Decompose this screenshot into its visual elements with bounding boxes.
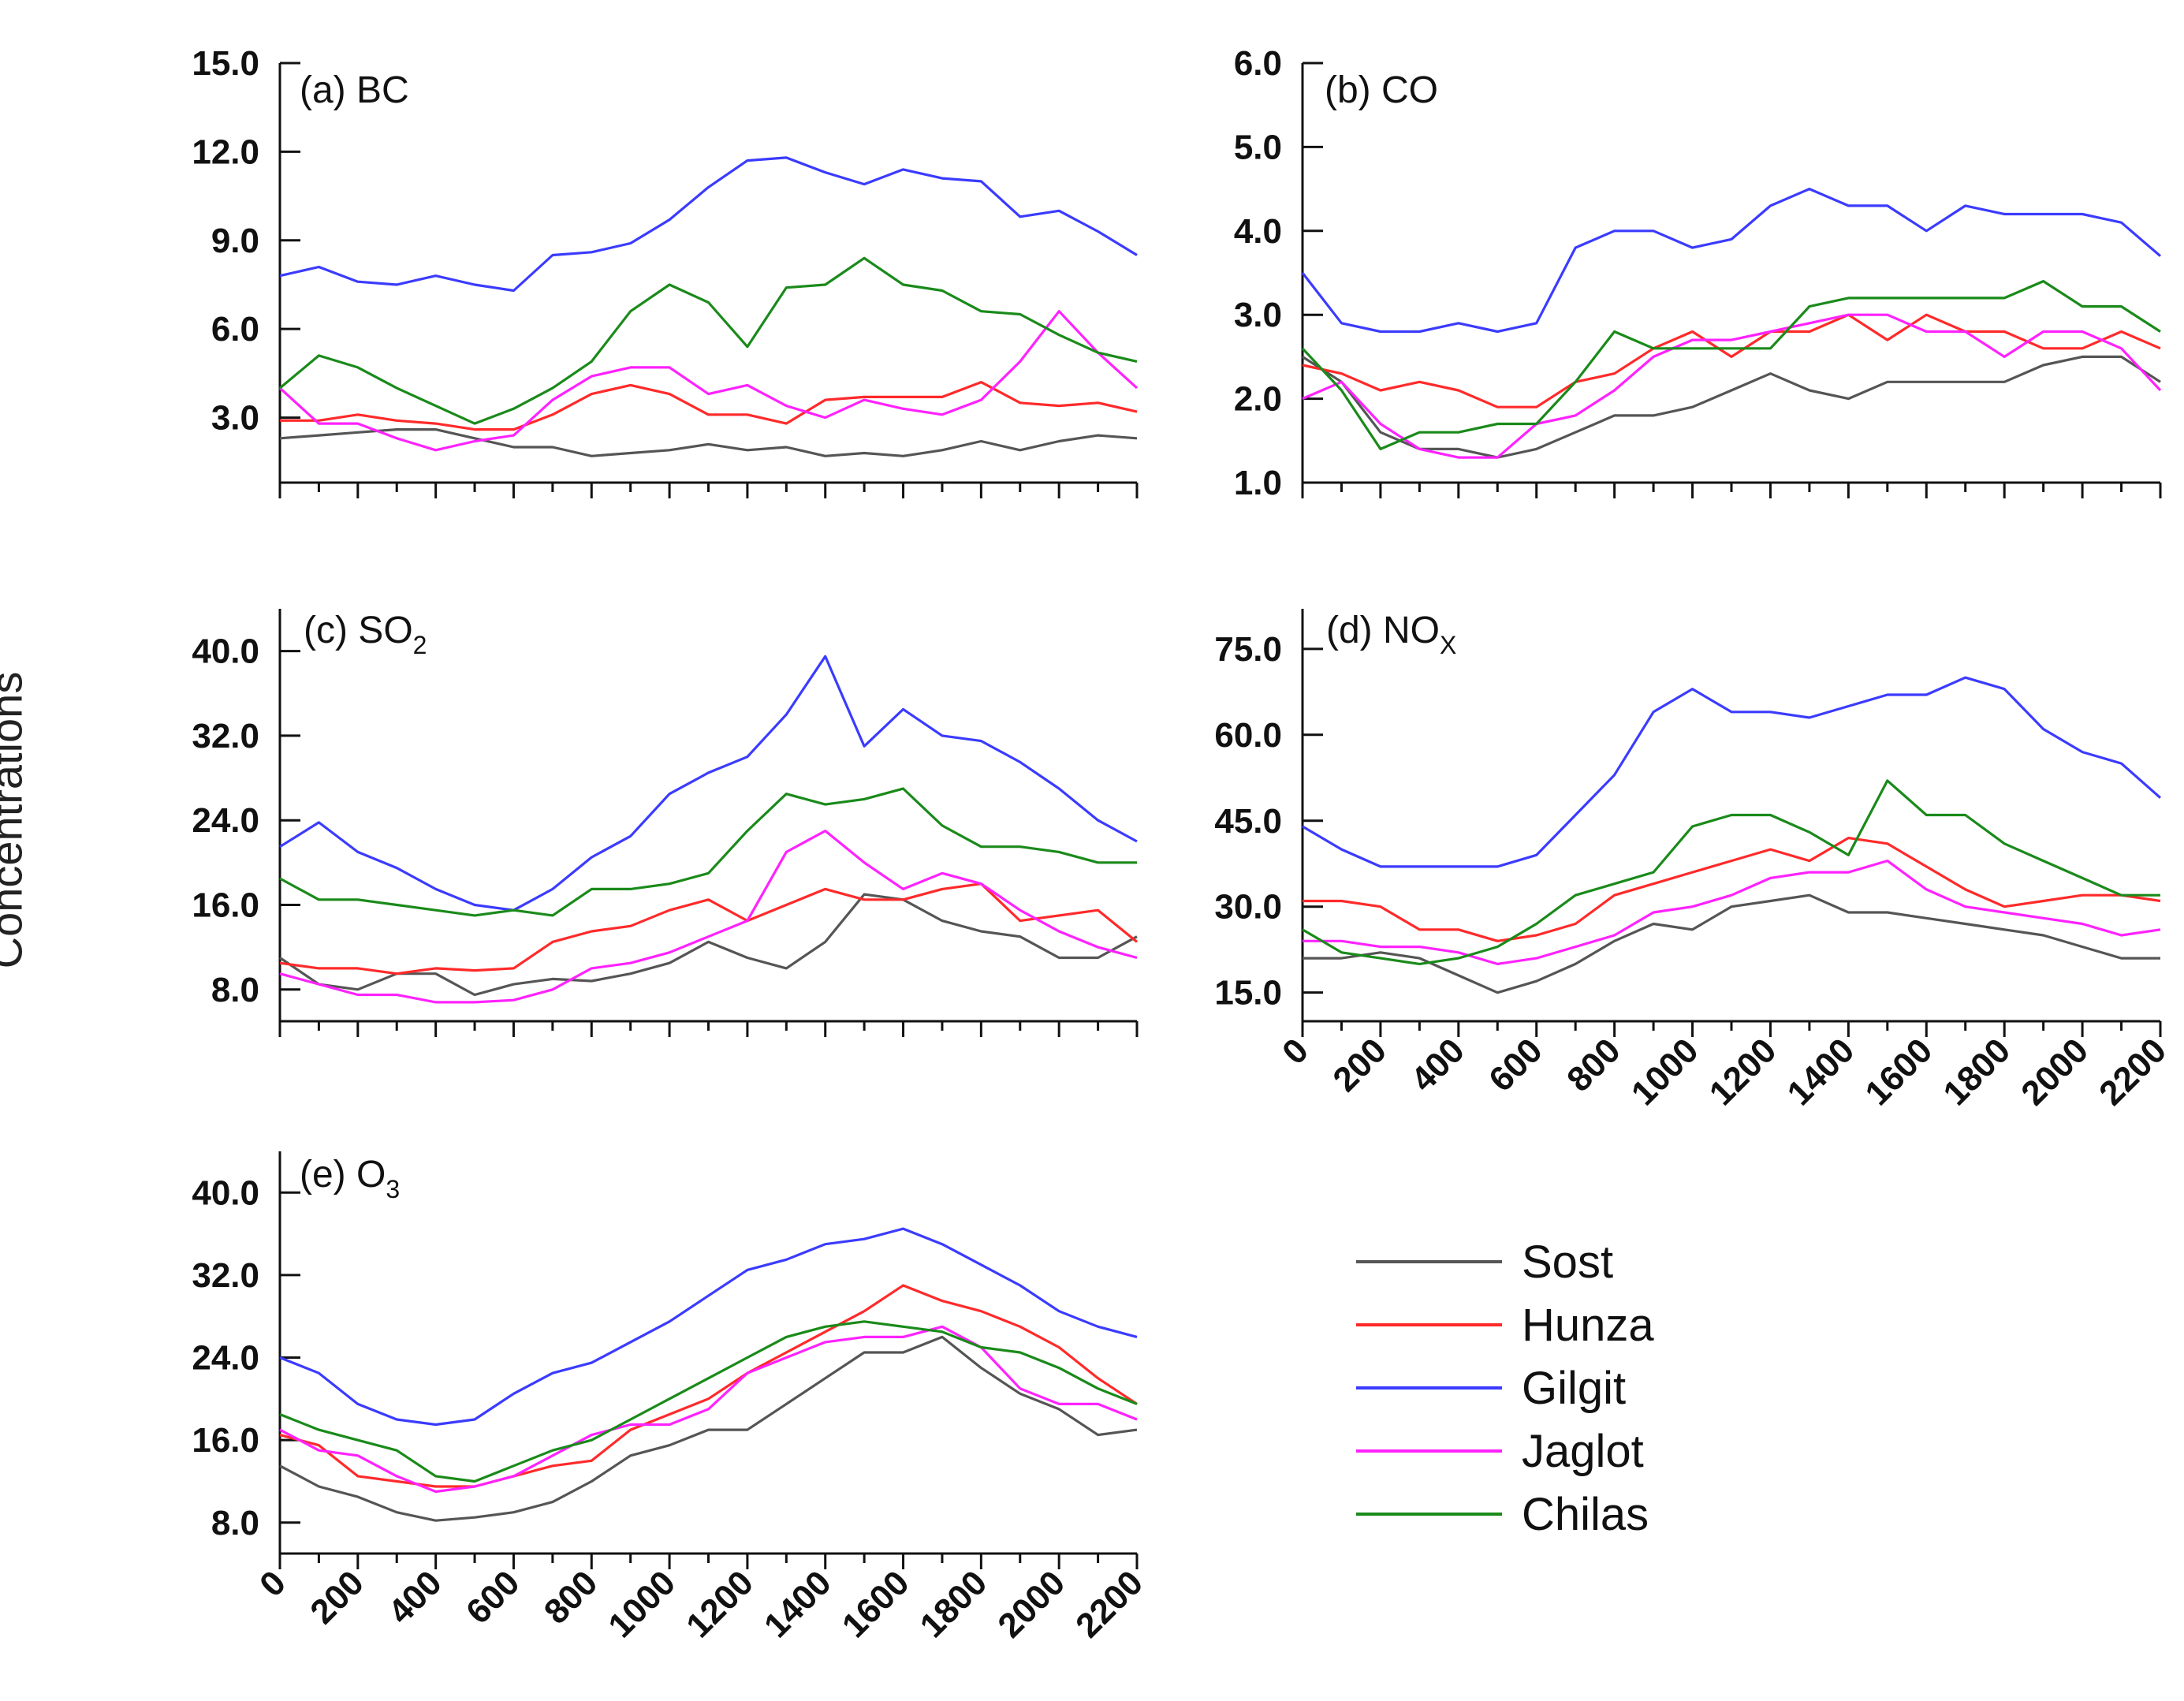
y-tick-label: 16.0 bbox=[192, 886, 259, 924]
y-tick-label: 24.0 bbox=[192, 1339, 259, 1378]
series-line-jaglot bbox=[278, 310, 1139, 452]
y-tick-label: 15.0 bbox=[1214, 974, 1282, 1013]
x-tick-label: 800 bbox=[537, 1563, 606, 1632]
x-tick-label: 0 bbox=[252, 1563, 293, 1604]
x-tick-label: 0 bbox=[1275, 1031, 1316, 1072]
series-line-sost bbox=[279, 893, 1138, 997]
series-line-hunza bbox=[279, 882, 1139, 975]
x-tick-label: 1000 bbox=[601, 1563, 683, 1645]
panel-4: 75.0 60.0 45.0 30.0 15.0 0 200 400 600 8001000120… bbox=[1214, 609, 2174, 1113]
panel-title: (d) NOX bbox=[1326, 610, 1456, 659]
y-tick-label: 12.0 bbox=[192, 132, 259, 171]
x-tick-label: 2000 bbox=[990, 1563, 1072, 1645]
series-line-chilas bbox=[279, 787, 1137, 917]
x-tick-label: 1600 bbox=[835, 1563, 917, 1645]
series-line-jaglot bbox=[1302, 313, 2162, 459]
x-tick-label: 200 bbox=[1325, 1031, 1394, 1099]
x-tick-label: 200 bbox=[303, 1563, 371, 1632]
series-line-hunza bbox=[280, 381, 1138, 431]
legend-label-jaglot: Jaglot bbox=[1522, 1426, 1644, 1477]
y-tick-label: 3.0 bbox=[211, 399, 259, 438]
series-line-sost bbox=[1302, 355, 2161, 459]
series-line-gilgit bbox=[1302, 676, 2162, 868]
x-tick-label: 1200 bbox=[679, 1563, 761, 1645]
x-tick-label: 1600 bbox=[1858, 1031, 1940, 1113]
series-line-sost bbox=[279, 427, 1138, 457]
series-line-chilas bbox=[1301, 280, 2161, 451]
legend-label-hunza: Hunza bbox=[1522, 1300, 1654, 1351]
series-line-jaglot bbox=[1303, 859, 2161, 966]
panel-title: (a) BC bbox=[300, 69, 409, 111]
series-line-gilgit bbox=[279, 156, 1138, 293]
y-tick-label: 15.0 bbox=[192, 44, 259, 83]
x-tick-label: 1400 bbox=[1780, 1031, 1862, 1113]
y-tick-label: 40.0 bbox=[192, 1173, 259, 1212]
series-line-sost bbox=[1303, 893, 2160, 994]
x-tick-label: 2200 bbox=[2092, 1031, 2174, 1113]
x-tick-label: 1000 bbox=[1624, 1031, 1706, 1113]
panel-title: (c) SO2 bbox=[304, 610, 427, 659]
panel-title: (b) CO bbox=[1325, 69, 1438, 111]
series-line-gilgit bbox=[279, 1227, 1138, 1427]
series-line-chilas bbox=[279, 1320, 1138, 1483]
panel-title: (e) O3 bbox=[300, 1154, 400, 1203]
y-tick-label: 1.0 bbox=[1234, 464, 1282, 502]
x-tick-label: 2200 bbox=[1068, 1563, 1150, 1645]
legend-label-sost: Sost bbox=[1522, 1237, 1613, 1288]
series-line-jaglot bbox=[279, 1325, 1138, 1494]
panel-1: 15.0 12.0 9.0 6.0 3.0 (a) BC bbox=[192, 44, 1139, 498]
series-line-chilas bbox=[278, 256, 1138, 425]
panel-2: 6.0 5.0 4.0 3.0 2.0 1.0 (b) CO bbox=[1234, 44, 2162, 502]
series-line-gilgit bbox=[279, 655, 1138, 912]
panel-5: 40.0 32.0 24.0 16.0 8.0 0 200 400 600 80010001200… bbox=[192, 1151, 1150, 1645]
y-tick-label: 3.0 bbox=[1234, 296, 1282, 334]
x-tick-label: 400 bbox=[1403, 1031, 1472, 1099]
series-line-jaglot bbox=[279, 829, 1138, 1004]
x-tick-label: 800 bbox=[1560, 1031, 1628, 1099]
x-tick-label: 1200 bbox=[1702, 1031, 1784, 1113]
y-tick-label: 30.0 bbox=[1214, 888, 1282, 927]
y-tick-label: 32.0 bbox=[192, 1256, 259, 1295]
y-tick-label: 45.0 bbox=[1214, 802, 1282, 841]
panel-3: 40.0 32.0 24.0 16.0 8.0 (c) SO2 bbox=[192, 609, 1139, 1037]
y-tick-label: 2.0 bbox=[1234, 380, 1282, 419]
y-tick-label: 5.0 bbox=[1234, 128, 1282, 166]
series-line-hunza bbox=[1303, 836, 2161, 942]
series-line-chilas bbox=[1302, 779, 2160, 966]
x-tick-label: 1800 bbox=[913, 1563, 995, 1645]
y-tick-label: 24.0 bbox=[192, 801, 259, 840]
y-tick-label: 6.0 bbox=[1234, 44, 1282, 83]
series-line-gilgit bbox=[1301, 188, 2162, 334]
legend-label-chilas: Chilas bbox=[1522, 1489, 1649, 1540]
x-tick-label: 600 bbox=[1481, 1031, 1550, 1099]
y-tick-label: 60.0 bbox=[1214, 716, 1282, 755]
x-tick-label: 400 bbox=[381, 1563, 449, 1632]
y-tick-label: 6.0 bbox=[211, 310, 259, 349]
y-tick-label: 16.0 bbox=[192, 1421, 259, 1460]
y-tick-label: 40.0 bbox=[192, 632, 259, 671]
series-line-hunza bbox=[279, 1284, 1138, 1488]
y-tick-label: 8.0 bbox=[211, 971, 259, 1009]
y-axis-title: Concentrations bbox=[0, 671, 32, 969]
legend-label-gilgit: Gilgit bbox=[1522, 1363, 1626, 1414]
y-tick-label: 4.0 bbox=[1234, 212, 1282, 251]
x-tick-label: 1400 bbox=[757, 1563, 839, 1645]
series-line-hunza bbox=[1302, 313, 2161, 408]
x-tick-label: 600 bbox=[459, 1563, 527, 1632]
y-tick-label: 9.0 bbox=[211, 222, 259, 260]
y-tick-label: 32.0 bbox=[192, 717, 259, 755]
series-line-sost bbox=[279, 1335, 1138, 1522]
y-tick-label: 8.0 bbox=[211, 1504, 259, 1542]
x-tick-label: 2000 bbox=[2014, 1031, 2096, 1113]
legend: Sost Hunza Gilgit Jaglot Chilas bbox=[1356, 1237, 1654, 1540]
y-tick-label: 75.0 bbox=[1214, 630, 1282, 669]
y-axis-title-wrap: Concentrations bbox=[0, 672, 69, 969]
x-tick-label: 1800 bbox=[1936, 1031, 2018, 1113]
